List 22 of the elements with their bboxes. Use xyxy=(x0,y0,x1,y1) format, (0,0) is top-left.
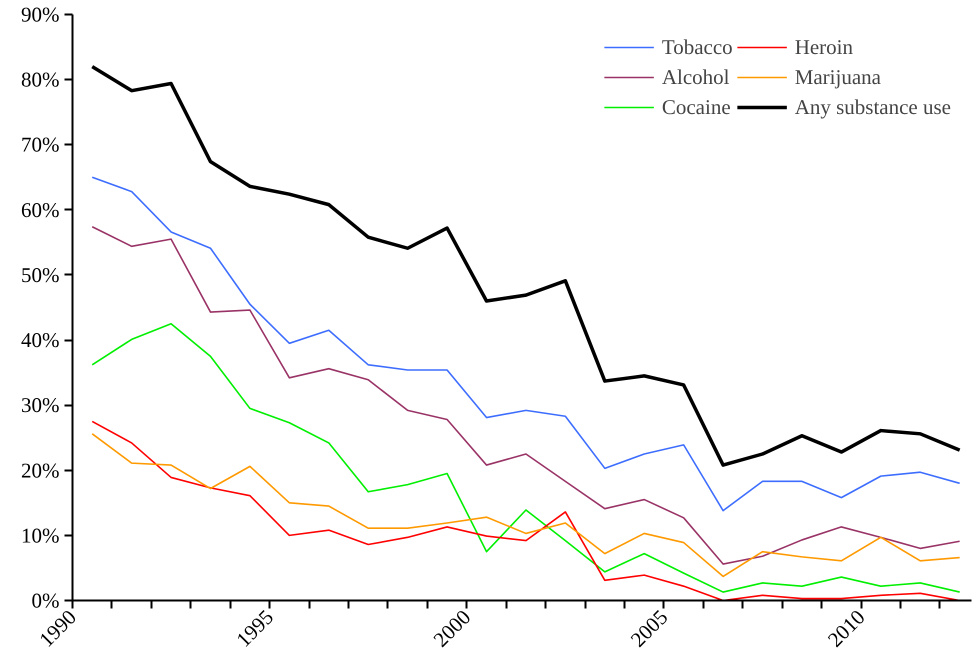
y-tick-label: 70% xyxy=(21,132,60,157)
y-tick-label: 50% xyxy=(21,262,60,287)
legend-label: Any substance use xyxy=(794,94,951,120)
line-series xyxy=(91,226,960,565)
legend-label: Cocaine xyxy=(662,94,731,120)
legend-label: Tobacco xyxy=(662,34,733,60)
legend-label: Alcohol xyxy=(662,64,730,90)
y-tick-label: 80% xyxy=(21,68,60,92)
line-series xyxy=(90,64,962,467)
y-tick-label: 30% xyxy=(21,393,60,418)
y-tick-label: 0% xyxy=(32,588,60,612)
line-series xyxy=(91,420,960,600)
legend-label: Marijuana xyxy=(794,64,881,90)
line-series xyxy=(91,322,960,593)
legend-label: Heroin xyxy=(794,34,854,60)
line-series xyxy=(91,176,960,512)
y-tick-label: 90% xyxy=(21,2,60,26)
y-tick-label: 40% xyxy=(21,328,60,352)
y-tick-label: 60% xyxy=(21,198,60,222)
line-series xyxy=(91,433,960,578)
y-tick-label: 20% xyxy=(21,458,60,482)
y-tick-label: 10% xyxy=(21,523,60,548)
